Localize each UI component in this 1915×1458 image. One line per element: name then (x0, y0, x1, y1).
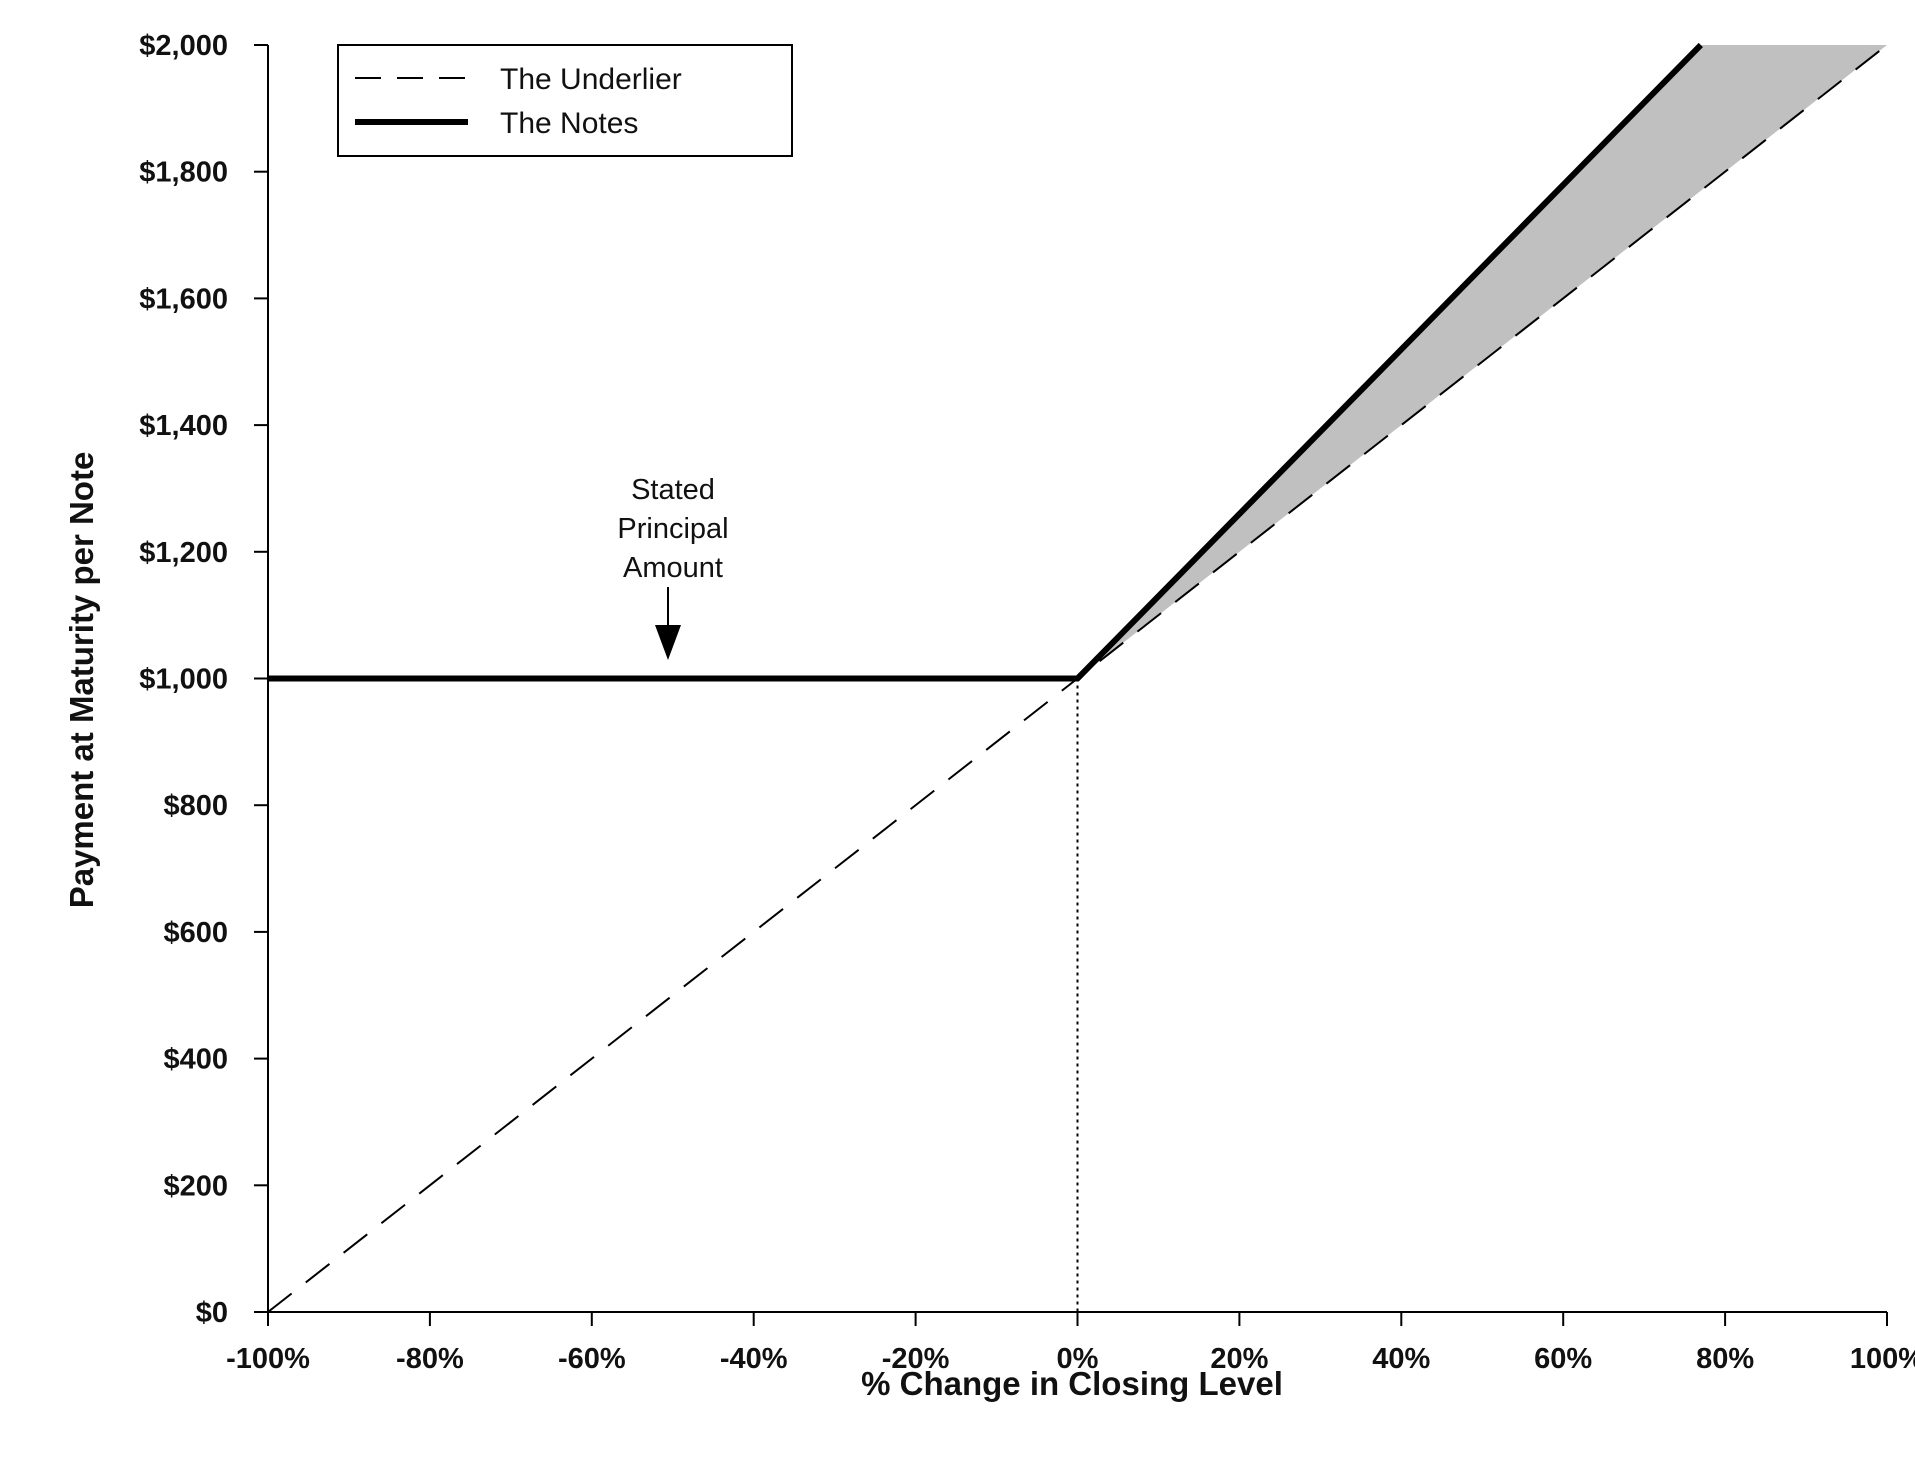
x-tick-label: -20% (882, 1343, 950, 1375)
series-notes-line (268, 42, 1703, 682)
annotation-line-3: Amount (623, 552, 723, 584)
legend-underlier-label: The Underlier (500, 63, 682, 96)
legend: The Underlier The Notes (337, 44, 793, 157)
x-tick-label: 80% (1696, 1343, 1754, 1375)
legend-box (337, 44, 793, 157)
annotation-line-2: Principal (617, 513, 728, 545)
y-tick-label: $400 (163, 1044, 228, 1076)
y-tick-label: $600 (163, 917, 228, 949)
y-axis-ticks: $0 $200 $400 $600 $800 $1,000 $1,200 $1,400 $1,6… (139, 30, 268, 1329)
x-axis-ticks: -100% -80% -60% -40% -20% 0% 20% 40% 60% 80% 100% (226, 1312, 1915, 1375)
y-tick-label: $1,800 (139, 157, 228, 189)
series-layer (267, 42, 1888, 1313)
y-tick-label: $1,600 (139, 283, 228, 315)
annotation-arrow-head (655, 625, 681, 660)
y-tick-label: $1,200 (139, 537, 228, 569)
y-tick-label: $200 (163, 1170, 228, 1202)
x-tick-label: -100% (226, 1343, 310, 1375)
x-tick-label: 20% (1210, 1343, 1268, 1375)
y-axis-title: Payment at Maturity per Note (63, 452, 100, 909)
x-tick-label: -80% (396, 1343, 464, 1375)
x-tick-label: 60% (1534, 1343, 1592, 1375)
x-tick-label: 40% (1372, 1343, 1430, 1375)
legend-notes-label: The Notes (500, 107, 638, 140)
y-tick-label: $800 (163, 790, 228, 822)
x-tick-label: -60% (558, 1343, 626, 1375)
x-tick-label: 100% (1850, 1343, 1915, 1375)
x-tick-label: 0% (1057, 1343, 1099, 1375)
annotation-line-1: Stated (631, 474, 715, 506)
x-tick-label: -40% (720, 1343, 788, 1375)
x-axis-title: % Change in Closing Level (861, 1365, 1283, 1402)
y-tick-label: $1,000 (139, 664, 228, 696)
y-tick-label: $1,400 (139, 410, 228, 442)
y-tick-label: $0 (196, 1297, 228, 1329)
stated-principal-annotation: Stated Principal Amount (617, 474, 729, 660)
y-tick-label: $2,000 (139, 30, 228, 62)
